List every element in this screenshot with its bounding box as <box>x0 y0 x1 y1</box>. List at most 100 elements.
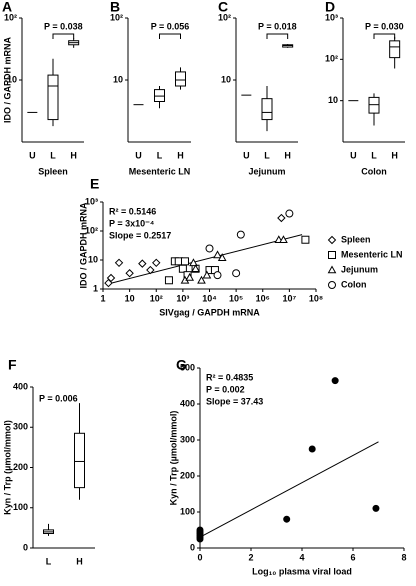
marker-circle <box>232 269 241 278</box>
marker-triangle <box>327 265 337 274</box>
y-tick-label: 0 <box>190 542 195 552</box>
marker-triangle <box>185 272 195 281</box>
y-tick-label: 200 <box>13 462 28 472</box>
y-tick-label: 10² <box>110 12 123 22</box>
marker-square <box>180 257 189 266</box>
panel-letter: C <box>218 0 228 15</box>
annotation: P = 0.002 <box>206 384 245 394</box>
y-tick-label: 300 <box>180 434 195 444</box>
x-tick-label: 4 <box>299 552 304 562</box>
marker-diamond <box>327 235 337 245</box>
box <box>175 71 186 87</box>
p-value: P = 0.056 <box>151 21 190 31</box>
marker-circle <box>328 281 336 289</box>
panel-letter: B <box>110 0 120 15</box>
y-axis-label: Kyn / Trp (µmol/mmol) <box>168 411 178 506</box>
x-tick-label: U <box>135 150 142 160</box>
marker-triangle <box>202 270 212 279</box>
panel-letter: G <box>176 357 187 373</box>
legend-label: Mesenteric LN <box>341 249 403 259</box>
marker-diamond <box>125 269 134 278</box>
marker-triangle <box>191 264 200 273</box>
y-tick-label: 10² <box>4 12 17 22</box>
x-tick-label: 10³ <box>176 293 189 303</box>
y-tick-label: 10² <box>85 225 98 235</box>
x-tick-label: 10⁷ <box>283 293 297 303</box>
marker-dot <box>308 445 316 453</box>
x-tick-label: L <box>46 556 52 566</box>
y-axis-label: IDO / GAPDH mRNA <box>78 202 88 289</box>
marker-diamond <box>106 273 116 283</box>
legend-label: Colon <box>341 279 367 289</box>
y-axis-label: Kyn / Trp (µmol/mmol) <box>2 420 12 515</box>
x-axis-label: Colon <box>361 166 387 176</box>
panel-letter: E <box>90 176 99 192</box>
y-tick-label: 10 <box>113 74 123 84</box>
p-value: P = 0.006 <box>39 393 78 403</box>
x-tick-label: 10⁴ <box>202 293 216 303</box>
y-axis-label: IDO / GAPDH mRNA <box>2 37 12 124</box>
box <box>154 89 165 103</box>
y-tick-label: 300 <box>13 422 28 432</box>
x-tick-label: 10 <box>125 293 135 303</box>
legend-label: Spleen <box>341 234 371 244</box>
marker-diamond <box>152 258 161 268</box>
x-tick-label: 10⁵ <box>229 293 243 303</box>
x-tick-label: U <box>350 150 357 160</box>
x-axis-label: Spleen <box>38 166 68 176</box>
x-axis-label: Jejunum <box>248 166 285 176</box>
p-value: P = 0.030 <box>365 21 404 31</box>
significance-bracket <box>52 33 75 39</box>
marker-dot <box>196 526 204 534</box>
y-tick-label: 10² <box>218 12 231 22</box>
x-tick-label: 10⁶ <box>256 293 270 303</box>
marker-diamond <box>146 265 155 275</box>
x-tick-label: 10² <box>150 293 163 303</box>
significance-bracket <box>266 33 289 39</box>
y-tick-label: 1 <box>93 283 98 293</box>
marker-triangle <box>189 258 198 267</box>
y-tick-label: 500 <box>180 362 195 372</box>
marker-dot <box>331 377 339 385</box>
x-tick-label: L <box>371 150 377 160</box>
p-value: P = 0.018 <box>258 21 297 31</box>
x-axis-label: Mesenteric LN <box>129 166 191 176</box>
x-tick-label: H <box>76 556 83 566</box>
x-tick-label: H <box>177 150 184 160</box>
y-tick-label: 10 <box>221 74 231 84</box>
y-tick-label: 400 <box>13 381 28 391</box>
marker-diamond <box>277 213 286 223</box>
legend-label: Jejunum <box>341 264 378 274</box>
x-tick-label: U <box>29 150 36 160</box>
marker-circle <box>236 230 245 239</box>
marker-dot <box>372 504 380 512</box>
x-tick-label: 0 <box>197 552 202 562</box>
y-tick-label: 10 <box>328 95 338 105</box>
significance-bracket <box>159 33 181 39</box>
box <box>74 432 85 489</box>
marker-triangle <box>213 250 222 259</box>
x-tick-label: 6 <box>350 552 355 562</box>
marker-triangle <box>217 253 227 262</box>
x-tick-label: 8 <box>401 552 406 562</box>
y-tick-label: 0 <box>23 542 28 552</box>
marker-circle <box>285 209 294 218</box>
x-tick-label: L <box>157 150 163 160</box>
marker-diamond <box>138 259 147 268</box>
y-tick-label: 100 <box>13 502 28 512</box>
y-tick-label: 10³ <box>325 12 338 22</box>
y-tick-label: 10 <box>7 74 17 84</box>
trend-line <box>108 234 303 285</box>
y-tick-label: 100 <box>180 506 195 516</box>
annotation: R² = 0.4835 <box>206 372 253 382</box>
marker-square <box>164 276 173 285</box>
x-tick-label: 10⁸ <box>309 293 323 303</box>
x-tick-label: H <box>284 150 291 160</box>
marker-triangle <box>197 275 206 284</box>
x-tick-label: H <box>70 150 77 160</box>
y-tick-label: 10 <box>88 254 98 264</box>
marker-square <box>328 251 336 259</box>
x-tick-label: 1 <box>100 293 105 303</box>
marker-circle <box>213 271 222 280</box>
y-tick-label: 10³ <box>85 196 98 206</box>
